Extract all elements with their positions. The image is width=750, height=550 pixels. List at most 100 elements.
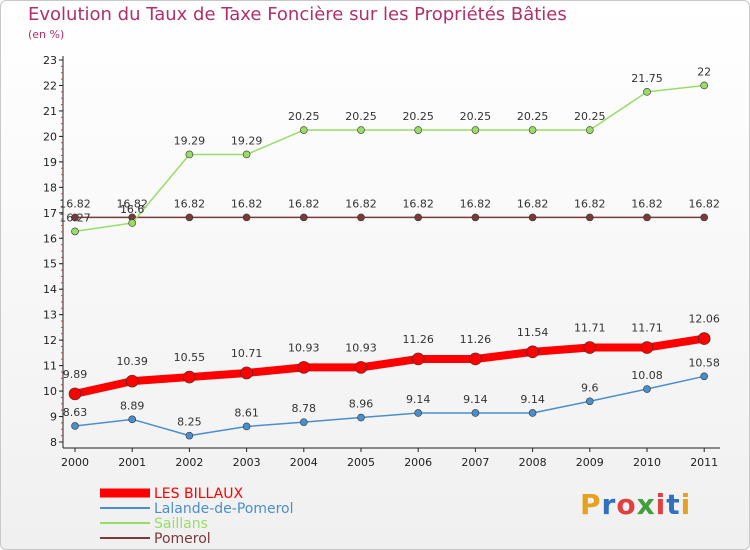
data-point — [297, 361, 311, 374]
data-label: 16.82 — [517, 197, 549, 210]
data-label: 21.75 — [631, 72, 663, 85]
data-label: 11.26 — [460, 333, 492, 346]
logo-letter: t — [666, 488, 681, 521]
data-label: 16.82 — [688, 197, 720, 210]
series-line — [74, 334, 705, 398]
y-tick-label: 8 — [50, 436, 57, 449]
data-point — [414, 409, 423, 417]
data-point — [700, 213, 709, 222]
data-point — [643, 213, 651, 222]
data-label: 9.6 — [581, 381, 599, 394]
x-tick-label: 2006 — [404, 456, 432, 469]
y-tick-label: 16 — [43, 232, 57, 245]
x-tick-label: 2000 — [61, 456, 89, 469]
y-tick-label: 17 — [43, 207, 57, 220]
data-label: 9.14 — [463, 393, 488, 406]
x-tick-label: 2008 — [519, 456, 547, 469]
data-label: 20.25 — [574, 110, 606, 123]
data-label: 8.89 — [120, 399, 145, 412]
data-label: 16.27 — [59, 211, 91, 224]
logo-letter: i — [655, 488, 667, 521]
data-point — [125, 374, 139, 388]
chart-title: Evolution du Taux de Taxe Foncière sur l… — [28, 4, 567, 25]
data-point — [68, 387, 82, 401]
data-label: 10.55 — [174, 351, 206, 364]
data-point — [299, 126, 308, 134]
data-label: 9.14 — [406, 393, 431, 406]
data-point — [585, 213, 594, 222]
data-label: 12.06 — [688, 313, 720, 326]
chart-subtitle: (en %) — [28, 28, 65, 41]
data-point — [357, 213, 365, 222]
data-label: 9.14 — [520, 393, 545, 406]
data-point — [643, 385, 651, 393]
data-point — [128, 219, 136, 227]
x-tick-label: 2007 — [461, 456, 489, 469]
data-point — [471, 126, 480, 134]
legend-label: Pomerol — [154, 531, 211, 547]
logo-letter: x — [636, 488, 656, 521]
data-label: 8.96 — [349, 398, 374, 411]
data-label: 8.25 — [177, 416, 202, 429]
data-point — [411, 352, 425, 366]
legend-label: LES BILLAUX — [154, 486, 243, 502]
data-label: 16.82 — [59, 197, 91, 210]
data-point — [528, 126, 537, 134]
data-point — [71, 213, 79, 222]
data-point — [469, 352, 482, 366]
x-tick-label: 2009 — [576, 456, 604, 469]
legend-label: Saillans — [154, 516, 208, 532]
y-tick-label: 19 — [43, 156, 57, 169]
x-tick-label: 2001 — [118, 456, 146, 469]
data-label: 10.71 — [231, 347, 263, 360]
data-point — [71, 422, 79, 430]
data-label: 10.93 — [345, 341, 377, 354]
data-point — [697, 332, 711, 345]
y-tick-label: 11 — [43, 360, 57, 373]
data-point — [185, 150, 194, 159]
data-point — [357, 413, 365, 422]
data-label: 16.82 — [460, 197, 492, 210]
data-point — [526, 345, 539, 359]
data-point — [242, 150, 251, 159]
y-tick-label: 14 — [43, 283, 57, 296]
data-label: 19.29 — [231, 134, 263, 147]
data-label: 9.89 — [63, 368, 88, 381]
series-line — [74, 375, 705, 437]
y-tick-label: 21 — [43, 105, 57, 118]
data-point — [299, 418, 308, 426]
series-layer: 16.82 16.82 16.82 16.82 16.82 16.82 16.82 16.82… — [59, 65, 720, 440]
data-point — [585, 397, 594, 406]
legend: LES BILLAUXLalande-de-PomerolSaillansPom… — [100, 486, 294, 547]
data-point — [583, 341, 597, 354]
y-tick-label: 18 — [43, 181, 57, 194]
data-point — [643, 88, 651, 96]
x-tick-label: 2010 — [633, 456, 661, 469]
data-label: 8.63 — [63, 406, 88, 419]
data-point — [299, 213, 308, 222]
x-tick-label: 2005 — [347, 456, 375, 469]
series-les-billaux: 9.89 10.39 10.55 10.71 10.93 10.93 11.26 11.26 1… — [63, 313, 720, 401]
data-label: 22 — [697, 65, 711, 78]
series-pomerol: 16.82 16.82 16.82 16.82 16.82 16.82 16.82 16.82… — [59, 197, 720, 222]
y-tick-label: 23 — [43, 54, 57, 67]
x-tick-label: 2003 — [233, 456, 261, 469]
data-label: 20.25 — [288, 110, 320, 123]
data-label: 20.25 — [402, 110, 434, 123]
y-tick-label: 12 — [43, 334, 57, 347]
data-label: 16.82 — [288, 197, 320, 210]
y-tick-label: 9 — [50, 411, 57, 424]
x-tick-label: 2002 — [175, 456, 203, 469]
logo-letter: P — [580, 488, 602, 521]
data-label: 10.08 — [631, 369, 663, 382]
data-label: 20.25 — [517, 110, 549, 123]
series-lalande-de-pomerol: 8.63 8.89 8.25 8.61 8.78 8.96 9.14 9.14 9.14 9.6 1… — [63, 356, 720, 440]
data-label: 19.29 — [174, 134, 206, 147]
data-point — [357, 126, 365, 134]
data-label: 20.25 — [345, 110, 377, 123]
data-point — [354, 361, 368, 374]
data-label: 20.25 — [460, 110, 492, 123]
data-point — [185, 213, 194, 222]
y-tick-label: 22 — [43, 79, 57, 92]
